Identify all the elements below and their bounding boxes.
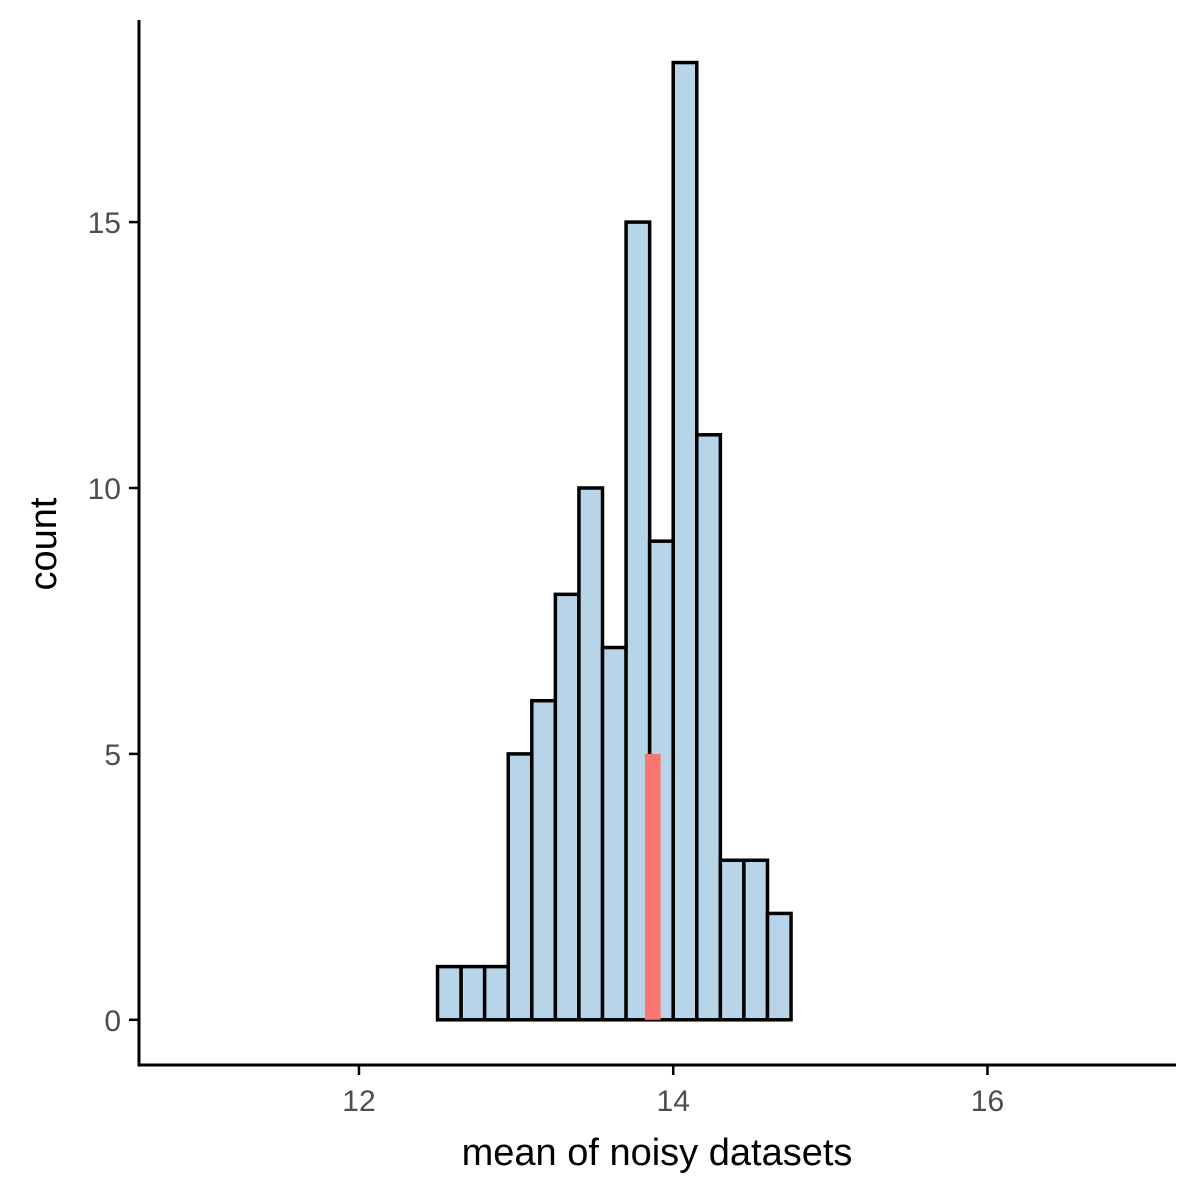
histogram-bar <box>577 486 605 1022</box>
bars-layer <box>435 60 793 1022</box>
highlight-segment <box>644 753 661 1020</box>
x-tick-label: 14 <box>657 1085 690 1118</box>
histogram-bar <box>459 964 487 1022</box>
histogram-bar <box>671 60 699 1022</box>
histogram-bar <box>695 433 723 1022</box>
y-tick-label: 0 <box>104 1005 121 1038</box>
histogram-bar <box>718 858 746 1022</box>
histogram-bar <box>600 645 628 1022</box>
x-axis-title: mean of noisy datasets <box>462 1132 853 1174</box>
y-tick-label: 10 <box>88 473 121 506</box>
histogram-bar <box>482 964 510 1022</box>
axes-layer: 12 14 16 0 5 10 15 <box>88 20 1176 1118</box>
highlight-layer <box>644 753 661 1020</box>
y-axis-title: count <box>23 497 65 590</box>
histogram-bar <box>530 698 558 1022</box>
histogram-bar <box>765 911 793 1022</box>
x-tick-label: 16 <box>971 1085 1004 1118</box>
y-tick-label: 5 <box>104 739 121 772</box>
histogram-bar <box>435 964 463 1022</box>
y-tick-label: 15 <box>88 207 121 240</box>
histogram-bar <box>553 592 581 1022</box>
histogram-bar <box>506 752 534 1022</box>
x-tick-label: 12 <box>342 1085 375 1118</box>
histogram-bar <box>742 858 770 1022</box>
